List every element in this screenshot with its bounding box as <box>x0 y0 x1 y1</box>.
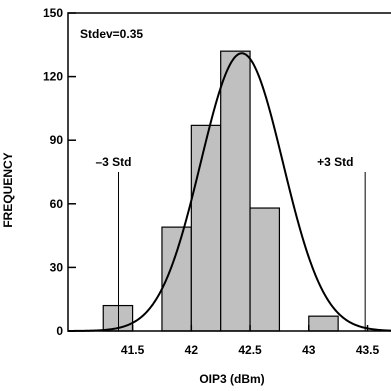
y-tick-label: 60 <box>50 197 64 211</box>
std-marker-label: +3 Std <box>317 155 353 169</box>
histogram-bar <box>308 315 339 332</box>
histogram-bars <box>102 50 339 332</box>
y-tick-label: 120 <box>43 70 63 84</box>
x-axis-label: OIP3 (dBm) <box>199 372 264 386</box>
x-axis-ticks: 41.5 42 42.5 43 43.5 <box>121 325 380 357</box>
y-axis-ticks: 0 30 60 90 120 150 <box>43 6 76 338</box>
plot-frame <box>67 12 391 332</box>
x-tick-label: 43 <box>302 343 316 357</box>
histogram-bar <box>220 50 251 332</box>
histogram-bar <box>190 124 222 332</box>
x-tick-label: 42.5 <box>238 343 262 357</box>
stdev-annotation: Stdev=0.35 <box>80 27 143 41</box>
y-axis-label: FREQUENCY <box>1 152 15 227</box>
x-tick-label: 41.5 <box>121 343 145 357</box>
y-tick-label: 30 <box>50 260 64 274</box>
std-markers: –3 Std +3 Std <box>96 155 366 331</box>
normal-distribution-curve <box>68 52 391 332</box>
x-tick-label: 43.5 <box>356 343 380 357</box>
y-tick-label: 90 <box>50 133 64 147</box>
std-marker-label: –3 Std <box>96 155 132 169</box>
x-tick-label: 42 <box>185 343 199 357</box>
histogram-bar <box>249 207 281 332</box>
y-tick-label: 150 <box>43 6 63 20</box>
y-tick-label: 0 <box>56 324 63 338</box>
